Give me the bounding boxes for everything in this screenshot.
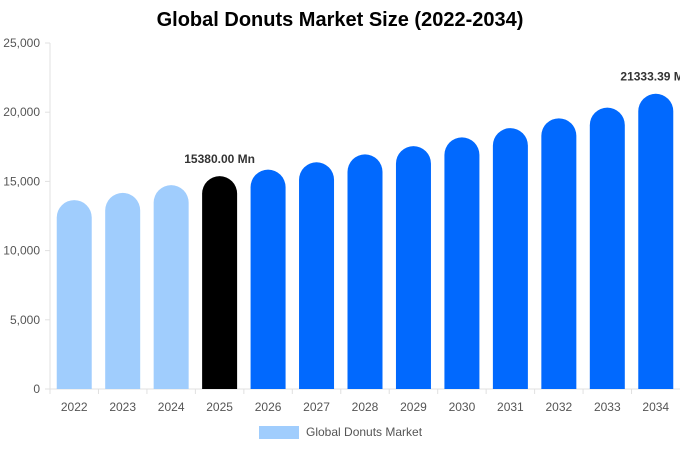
legend[interactable]: Global Donuts Market (259, 425, 422, 439)
x-tick-label: 2032 (545, 400, 572, 414)
x-tick-label: 2023 (109, 400, 136, 414)
y-tick-label: 10,000 (3, 244, 40, 258)
x-tick-label: 2028 (352, 400, 379, 414)
data-label-2025: 15380.00 Mn (184, 152, 255, 166)
bar-2028[interactable] (347, 154, 383, 389)
bar-2024[interactable] (153, 185, 189, 389)
legend-swatch (259, 425, 299, 439)
bar-2032[interactable] (541, 118, 577, 389)
x-tick-label: 2022 (61, 400, 88, 414)
bar-2031[interactable] (492, 128, 528, 389)
x-tick-label: 2027 (303, 400, 330, 414)
x-tick-label: 2024 (158, 400, 185, 414)
labels-layer: 2022 2023 2024 2025 2026 2027 2028 2029 2030 2031… (61, 70, 680, 414)
bars-layer (56, 93, 674, 389)
y-tick-label: 15,000 (3, 174, 40, 188)
bar-2033[interactable] (589, 107, 625, 389)
y-tick-label: 0 (33, 382, 40, 396)
y-tick-label: 20,000 (3, 105, 40, 119)
bar-2029[interactable] (395, 146, 431, 389)
x-tick-label: 2026 (255, 400, 282, 414)
bar-2026[interactable] (250, 169, 286, 389)
axis-layer: 0 5,000 10,000 15,000 20,000 25,000 (3, 36, 680, 396)
x-tick-label: 2033 (594, 400, 621, 414)
x-tick-label: 2030 (449, 400, 476, 414)
y-tick-label: 25,000 (3, 36, 40, 50)
chart-title: Global Donuts Market Size (2022-2034) (156, 9, 524, 31)
legend-label: Global Donuts Market (306, 425, 423, 439)
x-tick-label: 2031 (497, 400, 524, 414)
data-label-2034: 21333.39 Mn (620, 70, 680, 84)
x-tick-label: 2025 (206, 400, 233, 414)
bar-2022[interactable] (56, 200, 92, 389)
bar-2025[interactable] (202, 176, 238, 389)
x-tick-label: 2034 (642, 400, 669, 414)
bar-2034[interactable] (638, 93, 674, 389)
bar-2027[interactable] (299, 162, 335, 389)
y-tick-label: 5,000 (10, 313, 40, 327)
x-tick-label: 2029 (400, 400, 427, 414)
bar-2023[interactable] (105, 192, 141, 389)
bar-2030[interactable] (444, 137, 480, 389)
